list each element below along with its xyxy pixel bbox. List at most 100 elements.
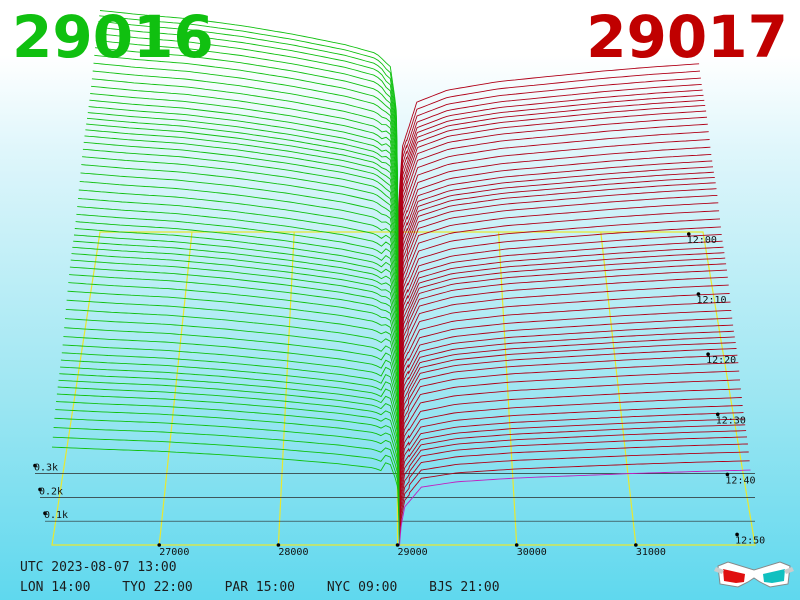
x-tick-dot xyxy=(276,543,281,547)
city-time-par: PAR 15:00 xyxy=(224,580,296,595)
time-tick-label: 12:30 xyxy=(716,415,746,426)
ask-depth-line xyxy=(398,171,714,323)
ask-depth-line xyxy=(399,436,748,525)
bid-depth-line xyxy=(64,327,400,466)
bid-depth-line xyxy=(82,148,399,344)
city-time-tyo: TYO 22:00 xyxy=(122,580,193,595)
ask-depth-line xyxy=(398,166,714,317)
x-tick-dot xyxy=(514,543,519,547)
x-tick-label: 27000 xyxy=(159,547,189,558)
bid-depth-line xyxy=(74,228,400,397)
bid-depth-line xyxy=(81,164,400,355)
x-tick-label: 31000 xyxy=(636,547,666,558)
y-tick-dot xyxy=(38,487,42,492)
city-times-row: LON 14:00 TYO 22:00 PAR 15:00 NYC 09:00 … xyxy=(20,580,524,595)
bid-depth-line xyxy=(80,172,400,360)
city-time-nyc: NYC 09:00 xyxy=(326,580,398,595)
bid-depth-line xyxy=(69,266,400,429)
x-tick-label: 28000 xyxy=(278,547,308,558)
bid-depth-line xyxy=(63,336,400,472)
bid-depth-line xyxy=(83,141,399,339)
x-tick-dot xyxy=(395,543,400,547)
city-time-lon: LON 14:00 xyxy=(20,580,91,595)
bid-depth-line xyxy=(59,373,400,498)
ask-depth-line xyxy=(397,110,707,275)
ask-depth-line xyxy=(399,460,750,540)
bid-depth-line xyxy=(55,409,400,524)
bid-depth-line xyxy=(96,33,399,254)
time-tick-label: 12:40 xyxy=(725,475,755,486)
floor-grid-frame xyxy=(51,231,756,546)
floor-grid-line xyxy=(600,231,637,546)
bid-depth-line xyxy=(75,221,400,392)
bid-depth-line xyxy=(60,366,400,493)
bid-depth-line xyxy=(98,20,399,243)
bid-depth-line xyxy=(57,386,400,508)
bid-depth-line xyxy=(60,359,400,487)
bid-depth-line xyxy=(65,308,400,456)
y-tick-label: 0.2k xyxy=(39,486,63,497)
ask-depth-line xyxy=(397,63,700,233)
bid-depth-line xyxy=(94,54,399,270)
bid-depth-line xyxy=(67,290,400,445)
ask-depth-line xyxy=(397,123,708,286)
ask-depth-line xyxy=(398,362,739,471)
ask-depth-line xyxy=(398,317,733,435)
city-time-bjs: BJS 21:00 xyxy=(429,580,500,595)
time-tick-label: 12:00 xyxy=(687,235,717,246)
ask-depth-line xyxy=(398,240,723,376)
bid-depth-line xyxy=(78,189,400,370)
time-tick-label: 12:20 xyxy=(706,355,736,366)
bid-depth-line xyxy=(95,40,399,259)
3d-glasses-icon[interactable] xyxy=(714,556,794,592)
ask-depth-line xyxy=(398,269,728,402)
ask-depth-line xyxy=(398,160,713,313)
ask-depth-line xyxy=(397,131,709,291)
ask-depth-line xyxy=(399,443,748,530)
bid-depth-line xyxy=(88,106,399,307)
ask-depth-line xyxy=(398,424,746,514)
y-tick-label: 0.1k xyxy=(44,510,68,521)
ask-depth-line xyxy=(398,336,735,450)
ask-depth-line xyxy=(398,276,728,408)
bid-price-label: 29016 xyxy=(12,3,214,71)
ask-depth-line xyxy=(397,116,708,280)
bid-depth-line xyxy=(86,123,399,323)
bid-depth-line xyxy=(99,15,399,238)
bid-depth-line xyxy=(72,246,400,413)
time-tick-dot xyxy=(735,532,739,537)
ask-depth-line xyxy=(398,418,745,509)
floor-grid-line xyxy=(497,231,518,546)
bid-depth-line xyxy=(56,401,400,519)
bid-depth-line xyxy=(87,112,399,312)
bid-depth-line xyxy=(52,436,400,541)
time-tick-dot xyxy=(706,352,710,356)
bid-depth-line xyxy=(95,47,399,264)
bid-depth-line xyxy=(64,318,400,461)
time-tick-dot xyxy=(686,232,691,236)
bid-depth-line xyxy=(97,26,399,248)
ask-depth-line xyxy=(398,194,718,344)
bid-depth-line xyxy=(62,344,400,477)
time-tick-label: 12:10 xyxy=(696,295,726,306)
ask-depth-line xyxy=(398,226,721,365)
ask-depth-line xyxy=(398,202,719,350)
ask-depth-line xyxy=(398,153,712,307)
y-tick-label: 0.3k xyxy=(34,463,58,474)
bid-depth-line xyxy=(71,253,400,418)
ask-depth-line xyxy=(397,104,706,270)
bid-depth-line xyxy=(51,446,400,546)
bid-depth-line xyxy=(85,129,399,328)
ask-depth-line xyxy=(398,301,731,424)
bid-depth-line xyxy=(82,156,400,349)
bid-depth-line xyxy=(84,135,399,333)
ask-depth-line xyxy=(398,188,717,339)
ask-depth-line xyxy=(398,257,726,392)
bid-depth-line xyxy=(91,78,399,286)
ask-depth-line xyxy=(398,182,716,334)
ask-depth-line xyxy=(398,324,734,440)
bid-depth-line xyxy=(77,206,400,381)
ask-depth-line xyxy=(397,77,701,244)
time-tick-dot xyxy=(725,472,730,477)
